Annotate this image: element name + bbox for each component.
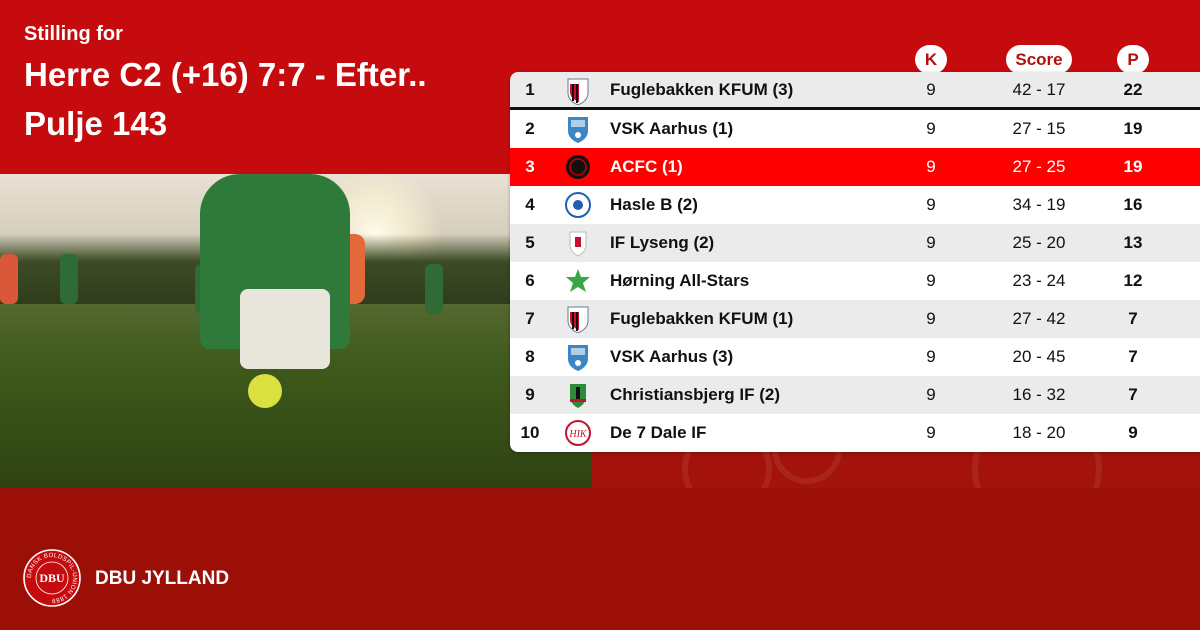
brand-name: DBU JYLLAND (95, 568, 230, 589)
dbu-crest-logo: DANSK BOLDSPIL-UNION 1889 DBU (23, 549, 81, 607)
team-name: IF Lyseng (2) (610, 233, 715, 252)
matches-played: 9 (926, 195, 936, 214)
team-logo-icon: HIK (565, 419, 591, 447)
team-logo-icon (565, 191, 591, 219)
table-row: 3 ACFC (1) 9 27 - 25 19 (510, 148, 1200, 186)
hero-photo (0, 174, 592, 488)
table-row: 1 Fuglebakken KFUM (3) 9 42 - 17 22 (510, 72, 1200, 110)
goal-score: 16 - 32 (1012, 385, 1066, 404)
table-row: 7 Fuglebakken KFUM (1) 9 27 - 42 7 (510, 300, 1200, 338)
rank: 7 (525, 309, 535, 328)
goal-score: 18 - 20 (1012, 423, 1066, 442)
rank: 2 (525, 119, 535, 138)
matches-played: 9 (926, 119, 936, 138)
column-header-p: P (1117, 45, 1149, 74)
matches-played: 9 (926, 79, 936, 99)
crest-text: DBU (39, 571, 65, 585)
matches-played: 9 (926, 347, 936, 366)
rank: 9 (525, 385, 535, 404)
table-row: 9 Christiansbjerg IF (2) 9 16 - 32 7 (510, 376, 1200, 414)
goal-score: 34 - 19 (1012, 195, 1066, 214)
goal-score: 27 - 15 (1012, 119, 1066, 138)
goal-score: 27 - 25 (1012, 157, 1066, 176)
points: 9 (1128, 423, 1138, 442)
team-name: Hørning All-Stars (610, 271, 750, 290)
team-logo-icon (565, 381, 591, 409)
team-logo-icon (565, 77, 591, 106)
points: 16 (1123, 195, 1143, 214)
table-row: 4 Hasle B (2) 9 34 - 19 16 (510, 186, 1200, 224)
matches-played: 9 (926, 309, 936, 328)
rank: 6 (525, 271, 535, 290)
points: 13 (1123, 233, 1143, 252)
goal-score: 23 - 24 (1012, 271, 1066, 290)
subtitle: Stilling for (24, 23, 123, 45)
points: 7 (1128, 347, 1138, 366)
points: 7 (1128, 309, 1138, 328)
team-name: Christiansbjerg IF (2) (610, 385, 781, 404)
points: 19 (1123, 157, 1143, 176)
page-title: Herre C2 (+16) 7:7 - Efter.. (24, 56, 427, 93)
team-logo-icon (565, 115, 591, 143)
team-name: Fuglebakken KFUM (1) (610, 309, 794, 328)
team-name: ACFC (1) (610, 157, 683, 176)
points: 19 (1123, 119, 1143, 138)
column-header-score: Score (1006, 45, 1072, 74)
pool-title: Pulje 143 (24, 105, 168, 142)
rank: 3 (525, 157, 535, 176)
team-logo-icon (565, 229, 591, 257)
svg-text:HIK: HIK (568, 429, 588, 440)
rank: 5 (525, 233, 535, 252)
rank: 4 (525, 195, 535, 214)
team-name: Hasle B (2) (610, 195, 698, 214)
goal-score: 20 - 45 (1012, 347, 1066, 366)
team-logo-icon (565, 153, 591, 181)
goal-score: 27 - 42 (1012, 309, 1066, 328)
table-row: 8 VSK Aarhus (3) 9 20 - 45 7 (510, 338, 1200, 376)
matches-played: 9 (926, 157, 936, 176)
team-name: VSK Aarhus (1) (610, 119, 734, 138)
table-row: 10 HIK De 7 Dale IF 9 18 - 20 9 (510, 414, 1200, 452)
team-logo-icon (565, 267, 591, 295)
rank: 8 (525, 347, 535, 366)
table-row: 2 VSK Aarhus (1) 9 27 - 15 19 (510, 110, 1200, 148)
rank: 1 (525, 79, 535, 99)
standings-table: 1 Fuglebakken KFUM (3) 9 42 - 17 22 2 VSK Aarh… (510, 72, 1200, 452)
team-logo-icon (565, 305, 591, 334)
rank: 10 (520, 423, 540, 442)
matches-played: 9 (926, 423, 936, 442)
matches-played: 9 (926, 233, 936, 252)
goal-score: 25 - 20 (1012, 233, 1066, 252)
matches-played: 9 (926, 385, 936, 404)
table-row: 6 Hørning All-Stars 9 23 - 24 12 (510, 262, 1200, 300)
team-name: VSK Aarhus (3) (610, 347, 734, 366)
team-name: Fuglebakken KFUM (3) (610, 79, 794, 99)
goal-score: 42 - 17 (1012, 79, 1066, 99)
matches-played: 9 (926, 271, 936, 290)
team-logo-icon (565, 343, 591, 371)
team-name: De 7 Dale IF (610, 423, 707, 442)
points: 12 (1123, 271, 1143, 290)
table-row: 5 IF Lyseng (2) 9 25 - 20 13 (510, 224, 1200, 262)
column-header-k: K (915, 45, 947, 74)
points: 7 (1128, 385, 1138, 404)
points: 22 (1123, 79, 1143, 99)
